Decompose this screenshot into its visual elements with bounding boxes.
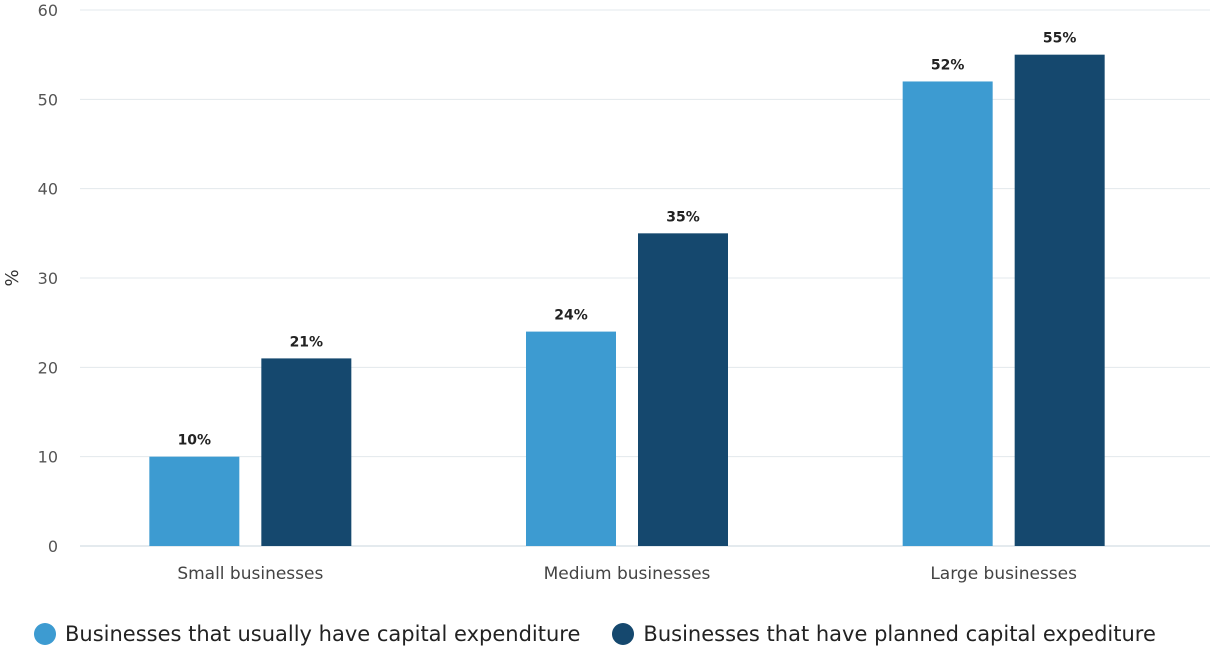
data-label: 55% [1043, 31, 1077, 47]
legend-label-series-2: Businesses that have planned capital exp… [643, 622, 1156, 646]
legend-item-series-2[interactable]: Businesses that have planned capital exp… [612, 622, 1156, 646]
y-tick-label: 30 [38, 269, 58, 288]
bars: 10% 21% 24% 35% 52% 55% [149, 31, 1105, 547]
data-label: 10% [178, 433, 212, 449]
x-category-label: Medium businesses [544, 564, 711, 584]
legend: Businesses that usually have capital exp… [34, 622, 1188, 646]
y-tick-label: 60 [38, 1, 58, 20]
x-axis-categories: Small businesses Medium businesses Large b… [177, 564, 1077, 584]
bar-2-3[interactable] [1014, 54, 1105, 547]
legend-item-series-1[interactable]: Businesses that usually have capital exp… [34, 622, 580, 646]
bar-1-2[interactable] [526, 331, 616, 546]
y-tick-label: 10 [38, 448, 58, 467]
bar-1-3[interactable] [902, 81, 993, 546]
legend-marker-series-2 [612, 623, 635, 645]
bar-1-1[interactable] [149, 456, 240, 546]
bar-2-1[interactable] [261, 358, 352, 546]
x-category-label: Large businesses [930, 564, 1077, 584]
bar-chart: 0 10 20 30 40 50 60 % 10% 21% 24% 35% 52% 55% Small… [2, 1, 1210, 584]
data-label: 21% [290, 334, 324, 350]
y-axis-label: % [2, 269, 23, 286]
legend-marker-series-1 [34, 623, 56, 645]
legend-label-series-1: Businesses that usually have capital exp… [65, 622, 581, 646]
y-tick-label: 20 [38, 358, 58, 377]
data-label: 52% [931, 57, 965, 73]
y-tick-label: 50 [38, 90, 58, 109]
y-axis-ticks: 0 10 20 30 40 50 60 [38, 1, 58, 556]
data-label: 35% [666, 209, 700, 225]
data-label: 24% [554, 308, 588, 324]
y-tick-label: 0 [48, 537, 58, 556]
x-category-label: Small businesses [177, 564, 323, 584]
bar-2-2[interactable] [638, 233, 728, 547]
y-tick-label: 40 [38, 180, 58, 199]
